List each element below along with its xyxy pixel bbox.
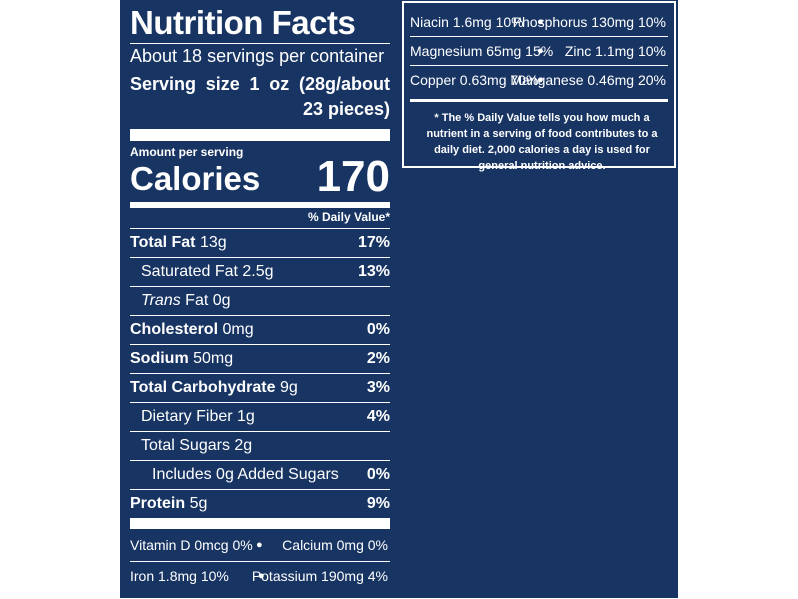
- daily-value: 2%: [366, 350, 390, 367]
- nutrient-amount: 0g: [212, 292, 231, 309]
- daily-value: 0%: [366, 466, 390, 483]
- nutrient-amount: 13g: [199, 234, 227, 251]
- nutrient-name-group: Total Carbohydrate 9g: [130, 379, 298, 396]
- side-panel: Niacin 1.6mg 10% ● Phosphorus 130mg 10% …: [400, 0, 678, 598]
- vitamin: Calcium 0mg 0%: [282, 537, 388, 553]
- nutrient-row: Trans Fat 0g: [130, 286, 390, 315]
- nutrient-name: Sodium: [130, 350, 189, 367]
- nutrient-name-group: Total Fat 13g: [130, 234, 227, 251]
- nutrient-name: Fat: [185, 292, 209, 309]
- nutrient-name: Dietary Fiber: [141, 408, 233, 425]
- mineral: Zinc 1.1mg 10%: [564, 43, 666, 59]
- nutrient-amount: 2.5g: [242, 263, 274, 280]
- nutrient-amount: 0mg: [222, 321, 254, 338]
- nutrient-row: Protein 5g 9%: [130, 489, 390, 518]
- daily-value: 3%: [366, 379, 390, 396]
- daily-value: 0%: [366, 321, 390, 338]
- vitamin: Vitamin D 0mcg 0%: [130, 537, 253, 553]
- minerals-box: Niacin 1.6mg 10% ● Phosphorus 130mg 10% …: [402, 1, 676, 172]
- mineral: Magnesium 65mg 15%: [410, 43, 554, 59]
- rule: [410, 36, 668, 37]
- nutrient-row: Sodium 50mg 2%: [130, 344, 390, 373]
- bullet: ●: [258, 570, 265, 582]
- bullet: ●: [256, 539, 263, 551]
- mineral: Copper 0.63mg 70%: [410, 72, 539, 88]
- nutrient-name: Protein: [130, 495, 186, 512]
- daily-value: 13%: [357, 263, 390, 280]
- nutrient-row: Includes 0g Added Sugars 0%: [130, 460, 390, 489]
- servings: About 18 servings per container: [130, 46, 385, 66]
- nutrient-amount: 1g: [237, 408, 255, 425]
- nutrient-row: Total Carbohydrate 9g 3%: [130, 373, 390, 402]
- nutrient-name-group: Trans Fat 0g: [130, 292, 231, 309]
- nutrient-amount: 9g: [279, 379, 298, 396]
- mineral: Manganese 0.46mg 20%: [510, 72, 666, 88]
- title: Nutrition Facts: [130, 4, 356, 41]
- nutrient-name: Total Fat: [130, 234, 196, 251]
- vitamin: Iron 1.8mg 10%: [130, 568, 229, 584]
- nutrient-amount: 5g: [189, 495, 208, 512]
- rule: [410, 65, 668, 66]
- nutrient-name-group: Protein 5g: [130, 495, 207, 512]
- nutrient-name-group: Total Sugars 2g: [130, 437, 252, 454]
- label-panel: Nutrition Facts About 18 servings per co…: [120, 0, 400, 598]
- nutrient-row: Cholesterol 0mg 0%: [130, 315, 390, 344]
- nutrient-name-group: Saturated Fat 2.5g: [130, 263, 274, 280]
- nutrient-row: Dietary Fiber 1g 4%: [130, 402, 390, 431]
- nutrient-name-group: Sodium 50mg: [130, 350, 233, 367]
- nutrient-name-group: Cholesterol 0mg: [130, 321, 254, 338]
- vitamin: Potassium 190mg 4%: [251, 568, 388, 584]
- bullet: ●: [537, 45, 544, 57]
- nutrient-name: Cholesterol: [130, 321, 219, 338]
- nutrient-name-group: Dietary Fiber 1g: [130, 408, 255, 425]
- rule: [130, 561, 390, 562]
- nutrient-italic: Trans: [141, 292, 181, 309]
- daily-value: 17%: [357, 234, 390, 251]
- mineral: Phosphorus 130mg 10%: [512, 14, 666, 30]
- nutrient-amount: 50mg: [193, 350, 234, 367]
- nutrient-name: Total Sugars: [141, 437, 230, 454]
- daily-value-heading: % Daily Value*: [307, 210, 390, 224]
- nutrient-name: Saturated Fat: [141, 263, 238, 280]
- nutrient-name: Includes 0g Added Sugars: [152, 466, 339, 483]
- rule: [130, 43, 390, 44]
- thick-rule: [130, 202, 390, 208]
- bullet: ●: [537, 74, 544, 86]
- nutrient-amount: 2g: [234, 437, 253, 454]
- nutrient-name: Total Carbohydrate: [130, 379, 276, 396]
- bullet: ●: [537, 16, 544, 28]
- footnote: * The % Daily Value tells you how much a…: [426, 112, 658, 172]
- nutrient-row: Total Sugars 2g: [130, 431, 390, 460]
- nutrient-name-group: Includes 0g Added Sugars: [130, 466, 339, 483]
- serving-size: Serving size 1 oz (28g/about 23 pieces): [130, 74, 390, 119]
- amount-per-serving: Amount per serving: [130, 145, 244, 159]
- daily-value: 9%: [366, 495, 390, 512]
- nutrient-row: Total Fat 13g 17%: [130, 228, 390, 257]
- nutrient-row: Saturated Fat 2.5g 13%: [130, 257, 390, 286]
- thick-rule: [410, 99, 668, 102]
- calories-label: Calories: [130, 160, 261, 197]
- thick-rule: [130, 129, 390, 141]
- mineral: Niacin 1.6mg 10%: [410, 14, 524, 30]
- daily-value: 4%: [366, 408, 390, 425]
- thick-rule: [130, 518, 390, 529]
- calories-value: 170: [316, 152, 390, 201]
